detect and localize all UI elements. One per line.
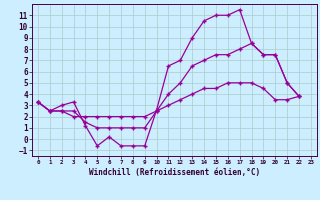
X-axis label: Windchill (Refroidissement éolien,°C): Windchill (Refroidissement éolien,°C) xyxy=(89,168,260,177)
